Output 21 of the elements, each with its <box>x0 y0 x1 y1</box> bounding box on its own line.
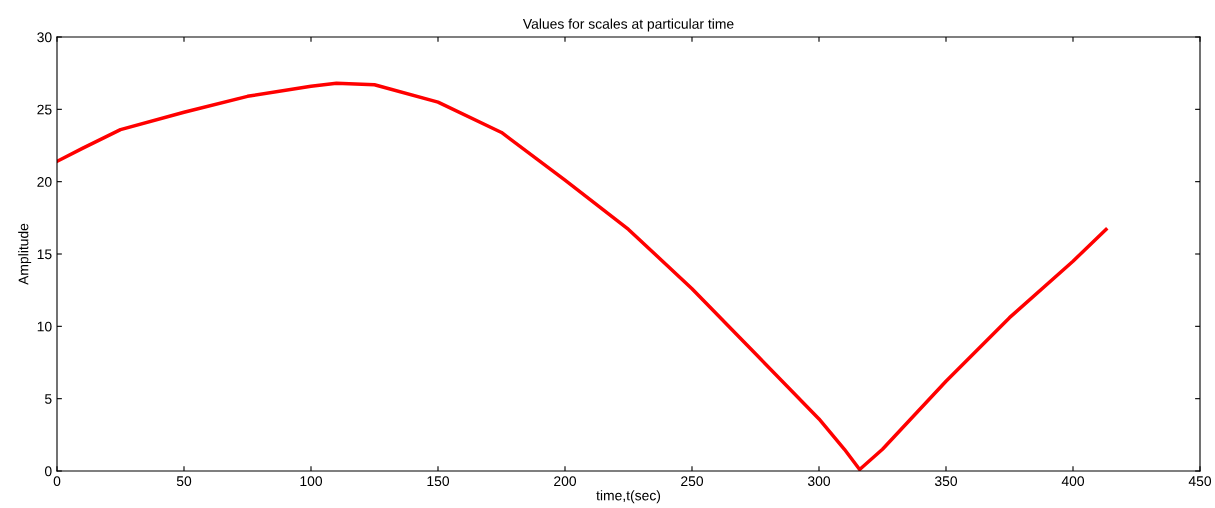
x-tick-label: 350 <box>934 476 958 487</box>
y-tick-label: 5 <box>44 394 52 404</box>
x-tick-label: 200 <box>554 476 577 487</box>
x-tick-label: 400 <box>1061 476 1085 487</box>
y-tick-label: 0 <box>44 466 52 477</box>
y-tick-label: 20 <box>37 177 52 187</box>
x-tick-label: 100 <box>300 476 323 487</box>
x-tick-label: 250 <box>681 476 704 487</box>
y-tick-label: 10 <box>37 321 52 332</box>
line-series <box>57 81 1108 471</box>
chart-title: Values for scales at particular time <box>522 18 734 32</box>
y-axis-title: Amplitude <box>18 223 32 285</box>
x-tick-label: 300 <box>807 476 831 487</box>
x-axis-title: time,t(sec) <box>596 490 661 504</box>
x-tick-label: 0 <box>53 476 61 487</box>
y-tick-label: 30 <box>37 32 52 43</box>
x-tick-label: 50 <box>176 476 192 487</box>
y-tick-label: 15 <box>37 249 52 260</box>
x-tick-label: 150 <box>427 476 450 487</box>
y-tick-label: 25 <box>37 104 52 115</box>
x-tick-label: 450 <box>1188 476 1212 487</box>
